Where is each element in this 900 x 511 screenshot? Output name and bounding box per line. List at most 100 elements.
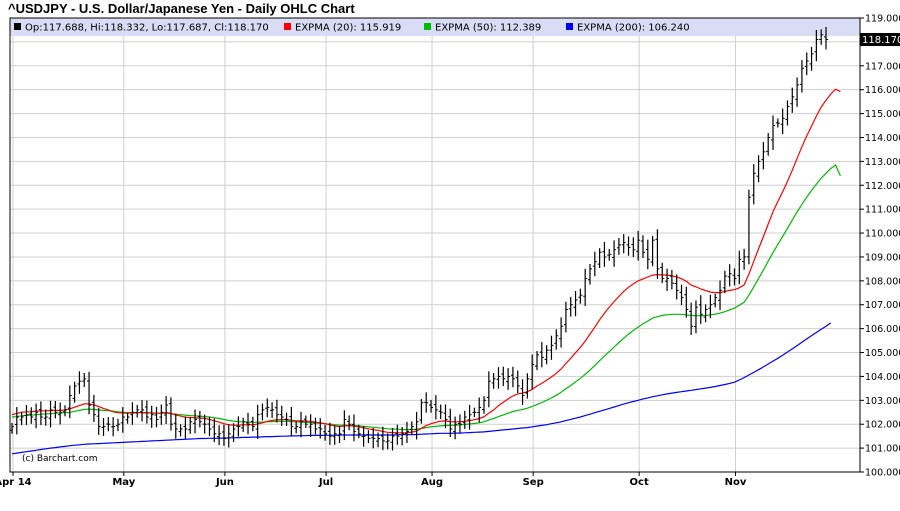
ohlc-bar [775, 118, 780, 128]
plot-background [10, 18, 860, 472]
ohlc-bar [568, 296, 573, 317]
ohlc-bar [409, 421, 414, 435]
ohlc-bar [737, 250, 742, 285]
ohlc-bar [482, 396, 487, 414]
ohlc-bar [337, 426, 342, 444]
ohlc-bar [19, 411, 24, 426]
y-tick-label: 106.000 [865, 324, 900, 335]
ohlc-bar [530, 354, 535, 390]
ohlc-bar [684, 286, 689, 318]
ohlc-bar [429, 399, 434, 413]
ohlc-bar [722, 270, 727, 294]
ohlc-bar [766, 133, 771, 156]
plot-frame [9, 17, 861, 473]
ohlc-bar [583, 268, 588, 306]
ohlc-bar [67, 385, 72, 419]
ohlc-bar [154, 407, 159, 428]
ohlc-bar [24, 405, 29, 425]
ohlc-bar [655, 229, 660, 279]
ohlc-bar [34, 403, 39, 429]
ohlc-bar [298, 411, 303, 438]
ohlc-bar [53, 400, 58, 419]
ohlc-bar [814, 30, 819, 62]
ohlc-bar [621, 234, 626, 254]
ohlc-bar [679, 284, 684, 306]
y-tick-label: 114.000 [865, 133, 900, 144]
ohlc-bar [395, 424, 400, 445]
ohlc-bar [303, 415, 308, 428]
ohlc-bar [795, 77, 800, 107]
y-tick-label: 119.000 [865, 14, 900, 25]
ohlc-bar [279, 405, 284, 426]
x-tick-label: Aug [421, 477, 443, 488]
legend-swatch-2 [566, 23, 573, 30]
ohlc-bar [510, 366, 515, 388]
last-price-value: 118.170 [862, 35, 900, 46]
ohlc-bar [173, 413, 178, 439]
ohlc-bar [713, 293, 718, 308]
ohlc-bar [318, 418, 323, 439]
ohlc-bar [520, 379, 525, 405]
ohlc-bar [674, 274, 679, 300]
ohlc-bar [727, 264, 732, 287]
ohlc-bar [612, 240, 617, 267]
ohlc-bar [438, 404, 443, 419]
ohlc-bar [390, 427, 395, 451]
y-tick-label: 111.000 [865, 205, 900, 216]
y-axis: 100.000 101.000 102.000 103.000 104.000 105.0… [860, 14, 900, 479]
ohlc-bar [780, 108, 785, 135]
ohlc-bar [101, 418, 106, 436]
legend-swatch-ohlc [14, 23, 21, 30]
ohlc-bar [87, 371, 92, 415]
ohlc-bar [824, 26, 828, 50]
ohlc-bar [241, 417, 246, 432]
ohlc-bar [231, 423, 236, 442]
ohlc-bar [559, 317, 564, 348]
ohlc-bar [376, 432, 381, 448]
y-tick-label: 104.000 [865, 372, 900, 383]
ohlc-bar [120, 407, 125, 433]
ohlc-bar [308, 414, 313, 437]
ohlc-bar [799, 59, 804, 93]
ohlc-bar [29, 407, 34, 424]
legend-series-label: EXPMA (200): 106.240 [577, 23, 690, 34]
x-tick-label: Oct [630, 477, 649, 488]
ohlc-bar [448, 408, 453, 438]
ohlc-bar [785, 100, 790, 126]
y-tick-label: 115.000 [865, 109, 900, 120]
ohlc-bar [650, 236, 655, 267]
ohlc-bar [96, 407, 101, 435]
chart-title: ^USDJPY - U.S. Dollar/Japanese Yen - Dai… [8, 1, 355, 16]
ohlc-bar [342, 410, 347, 441]
ohlc-bar [332, 425, 337, 445]
y-tick-label: 108.000 [865, 276, 900, 287]
ohlc-bar [515, 370, 520, 394]
ohlc-bar [616, 237, 621, 255]
ohlc-bar [660, 262, 665, 284]
y-tick-label: 112.000 [865, 181, 900, 192]
ohlc-bar [149, 405, 154, 428]
y-tick-label: 103.000 [865, 396, 900, 407]
ema-lines [11, 88, 841, 455]
ohlc-bar [693, 300, 698, 334]
x-axis: Apr 14 May Jun Jul Aug Sep Oct Nov [0, 472, 747, 488]
ohlc-bar [819, 29, 824, 45]
ohlc-bar [544, 345, 549, 365]
legend-series-label: EXPMA (50): 112.389 [435, 23, 541, 34]
ohlc-bar [125, 413, 130, 424]
ohlc-bar [486, 371, 491, 408]
ohlc-bar [414, 411, 419, 440]
ohlc-bar [246, 412, 251, 435]
ohlc-bars [10, 26, 828, 451]
ohlc-bar [323, 424, 328, 441]
ohlc-bar [563, 301, 568, 333]
ohlc-bar [790, 87, 795, 113]
ohlc-bar [404, 421, 409, 443]
y-tick-label: 101.000 [865, 444, 900, 455]
ohlc-bar [270, 402, 275, 419]
ohlc-bar [453, 416, 458, 440]
ohlc-bar [385, 433, 390, 450]
last-price-badge: 118.170 [860, 33, 900, 46]
ohlc-bar [221, 424, 226, 446]
y-tick-label: 113.000 [865, 157, 900, 168]
